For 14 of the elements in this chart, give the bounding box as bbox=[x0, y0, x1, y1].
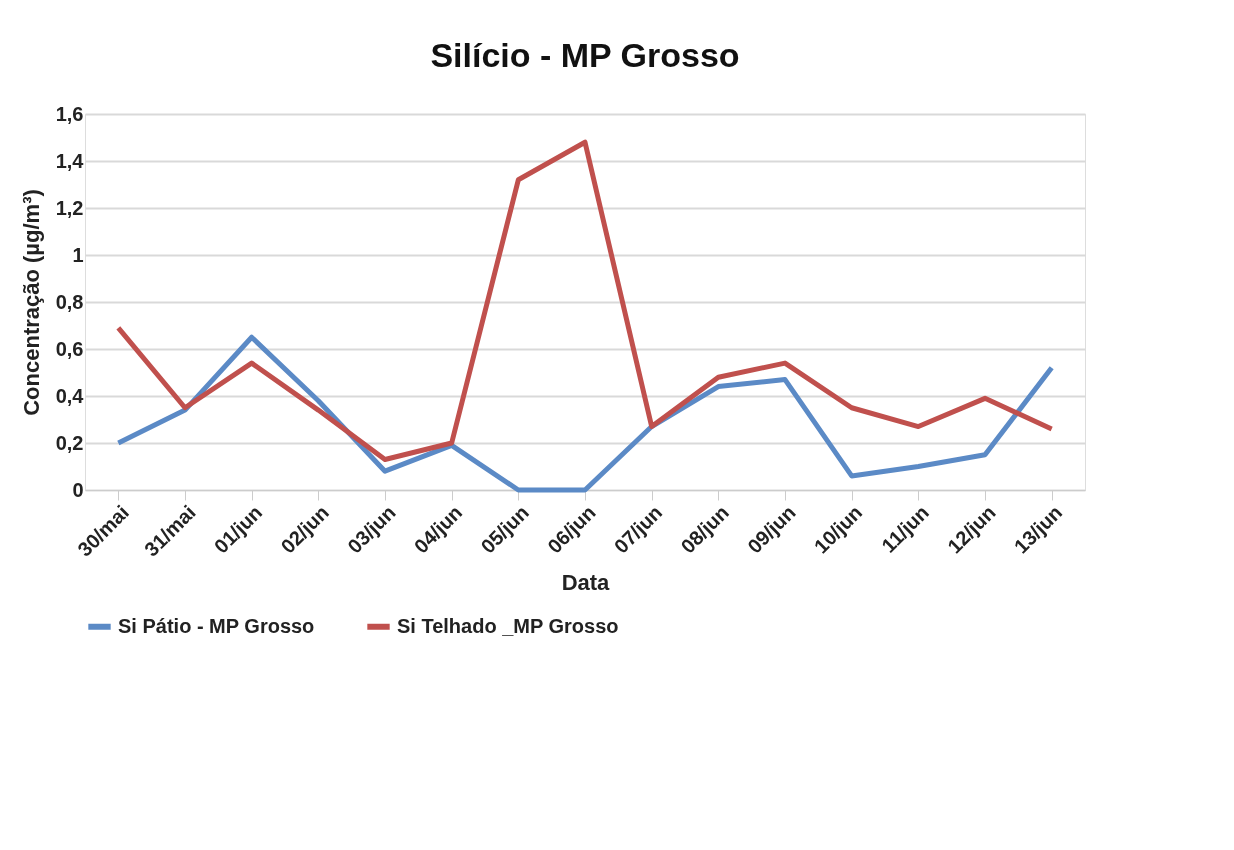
y-tick-label: 1,4 bbox=[55, 149, 85, 172]
legend-label: Si Telhado _MP Grosso bbox=[397, 614, 619, 637]
y-tick-label: 0,8 bbox=[55, 290, 84, 313]
y-axis-title: Concentração (µg/m³) bbox=[18, 189, 44, 416]
y-tick-label: 0,6 bbox=[55, 337, 84, 360]
y-tick-label: 1,6 bbox=[55, 102, 84, 125]
y-tick-label: 0,2 bbox=[55, 431, 84, 454]
x-axis-title: Data bbox=[561, 569, 611, 595]
y-tick-label: 1 bbox=[72, 243, 84, 266]
y-tick-label: 0 bbox=[72, 478, 84, 501]
y-tick-label: 1,2 bbox=[55, 196, 84, 219]
legend-label: Si Pátio - MP Grosso bbox=[118, 614, 315, 637]
chart-title: Silício - MP Grosso bbox=[430, 36, 740, 74]
y-tick-label: 0,4 bbox=[55, 384, 85, 407]
